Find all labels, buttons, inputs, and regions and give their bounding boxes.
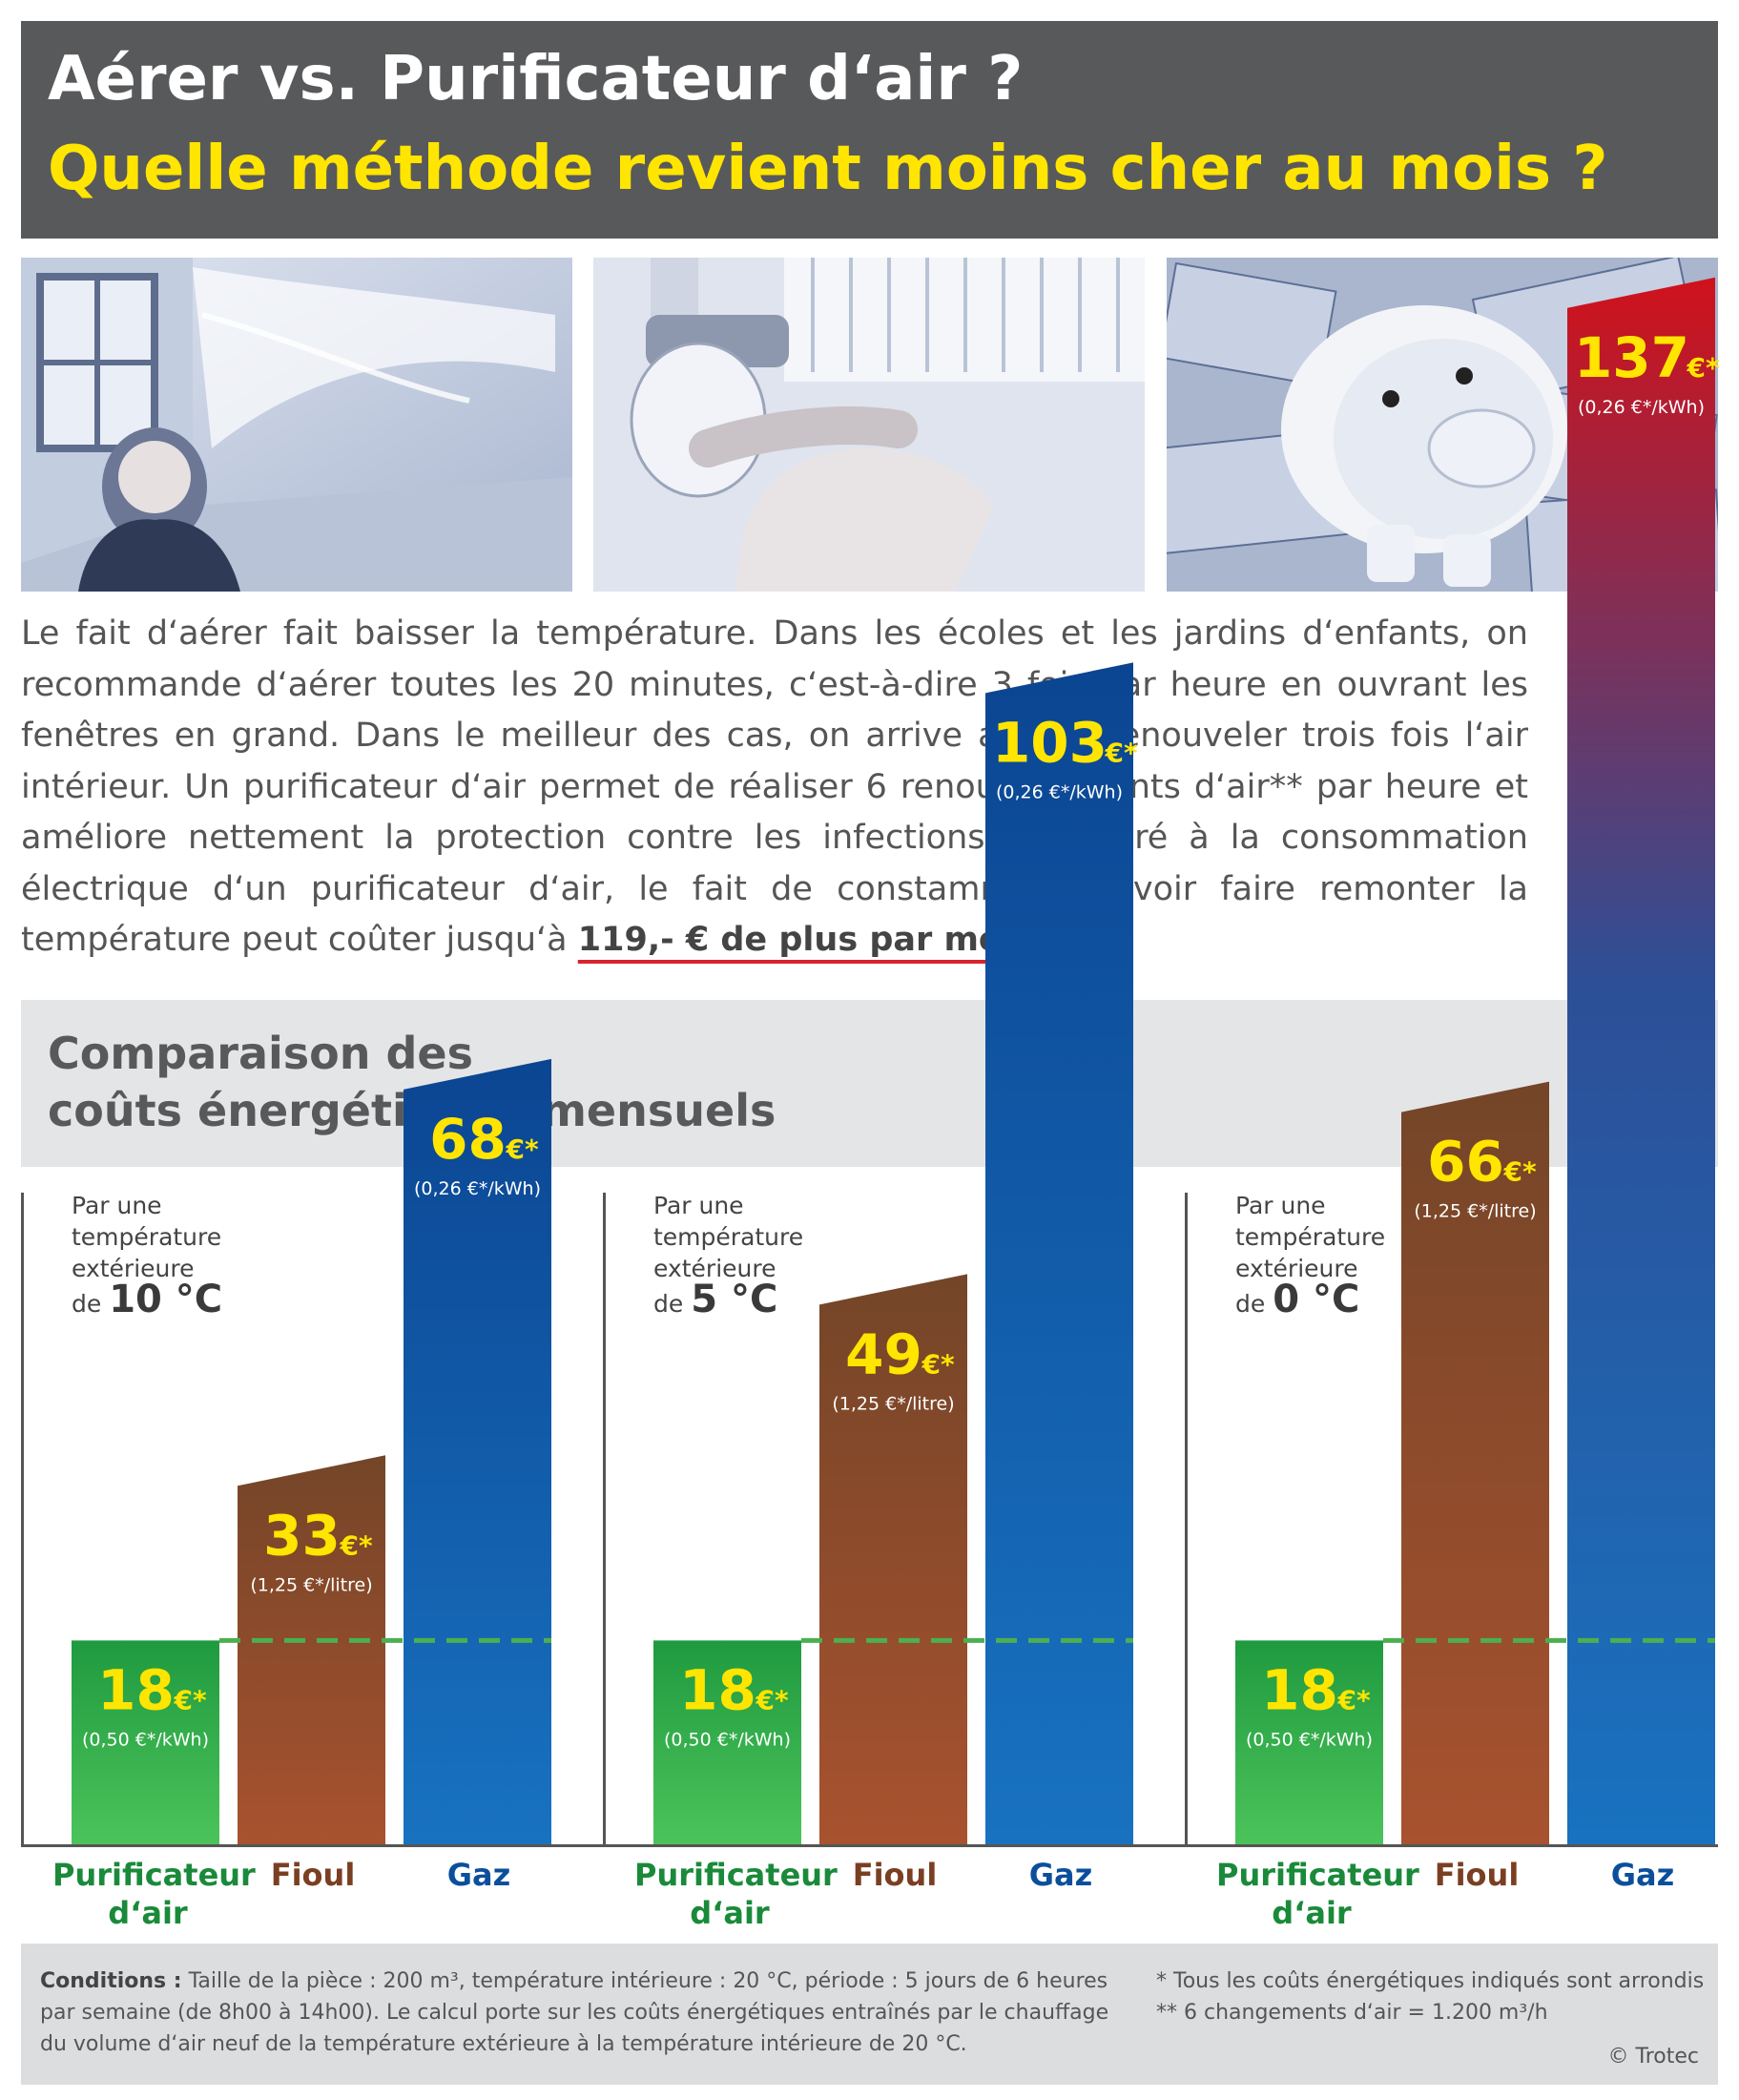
intro-text: Le fait d‘aérer fait baisser la températ… <box>21 614 1528 959</box>
fuel-oil-bar <box>819 1274 967 1844</box>
euro-symbol: €* <box>340 1529 373 1561</box>
group-divider <box>21 1193 24 1846</box>
group-caption-5c: Par une température extérieure de 5 °C <box>653 1190 803 1320</box>
chart-baseline <box>21 1844 1718 1847</box>
title-line-2: Quelle méthode revient moins cher au moi… <box>48 134 1608 204</box>
category-label: Purificateur d‘air <box>634 1857 838 1931</box>
conditions-text: Conditions : Taille de la pièce : 200 m³… <box>40 1965 1118 2060</box>
caption-line: Par une <box>72 1192 162 1219</box>
category-label: Fioul <box>1434 1857 1520 1893</box>
caption-prefix: de <box>653 1290 692 1318</box>
air-purifier-rate-label: (0,50 €*/kWh) <box>1246 1729 1373 1750</box>
title-banner: Aérer vs. Purificateur d‘air ? Quelle mé… <box>21 21 1718 239</box>
conditions-body: Taille de la pièce : 200 m³, température… <box>40 1969 1109 2056</box>
fuel-oil-bar <box>1401 1081 1549 1844</box>
caption-prefix: de <box>72 1290 110 1318</box>
air-purifier-rate-label: (0,50 €*/kWh) <box>664 1729 791 1750</box>
gas-rate-label: (0,26 €*/kWh) <box>1578 397 1705 418</box>
caption-line: température <box>653 1223 804 1251</box>
caption-prefix: de <box>1235 1290 1273 1318</box>
title-line-1: Aérer vs. Purificateur d‘air ? <box>48 44 1024 114</box>
euro-symbol: €* <box>1687 352 1720 384</box>
air-purifier-rate-label: (0,50 €*/kWh) <box>82 1729 209 1750</box>
fuel-oil-value-label: 49 <box>845 1321 922 1386</box>
category-label: Fioul <box>270 1857 356 1893</box>
gas-value-label: 103 <box>992 710 1108 775</box>
caption-temperature: 10 °C <box>109 1278 223 1321</box>
category-label: Purificateur d‘air <box>1216 1857 1419 1931</box>
group-divider <box>1185 1193 1188 1846</box>
euro-symbol: €* <box>1503 1156 1537 1188</box>
gas-rate-label: (0,26 €*/kWh) <box>996 781 1123 802</box>
caption-temperature: 5 °C <box>691 1278 778 1321</box>
category-label: Gaz <box>1028 1857 1093 1893</box>
conditions-label: Conditions : <box>40 1969 182 1993</box>
footnotes: * Tous les coûts énergétiques indiqués s… <box>1156 1965 1709 2028</box>
footer-box <box>21 1944 1718 2085</box>
air-purifier-value-label: 18 <box>97 1657 175 1722</box>
air-purifier-value-label: 18 <box>679 1657 756 1722</box>
air-purifier-value-label: 18 <box>1261 1657 1338 1722</box>
caption-line: Par une <box>653 1192 744 1219</box>
radiator-thermostat-photo <box>593 258 1145 592</box>
euro-symbol: €* <box>1105 737 1138 768</box>
fuel-oil-bar <box>238 1455 385 1844</box>
gas-bar <box>1567 277 1715 1844</box>
category-label: Gaz <box>446 1857 511 1893</box>
caption-line: extérieure <box>653 1255 776 1282</box>
fuel-oil-rate-label: (1,25 €*/litre) <box>250 1574 372 1595</box>
caption-line: extérieure <box>1235 1255 1358 1282</box>
euro-symbol: €* <box>1337 1684 1371 1715</box>
section-title-line-1: Comparaison des <box>48 1028 474 1079</box>
fuel-oil-value-label: 33 <box>263 1503 341 1568</box>
gas-rate-label: (0,26 €*/kWh) <box>414 1178 541 1199</box>
air-purifier-bar <box>1235 1640 1383 1844</box>
gas-bar <box>404 1058 551 1844</box>
fuel-oil-rate-label: (1,25 €*/litre) <box>1414 1201 1536 1222</box>
air-purifier-bar <box>653 1640 801 1844</box>
cold-child-open-window-photo <box>21 258 572 592</box>
caption-line: température <box>1235 1223 1386 1251</box>
group-caption-0c: Par une température extérieure de 0 °C <box>1235 1190 1385 1320</box>
group-divider <box>603 1193 606 1846</box>
gas-value-label: 137 <box>1574 325 1689 390</box>
euro-symbol: €* <box>506 1133 539 1165</box>
gas-bar <box>985 662 1133 1844</box>
category-label: Fioul <box>852 1857 938 1893</box>
euro-symbol: €* <box>174 1684 207 1715</box>
caption-line: température <box>72 1223 222 1251</box>
caption-line: Par une <box>1235 1192 1326 1219</box>
caption-line: extérieure <box>72 1255 195 1282</box>
gas-value-label: 68 <box>429 1107 507 1172</box>
footnote-rounded: * Tous les coûts énergétiques indiqués s… <box>1156 1969 1705 1993</box>
footnote-air-changes: ** 6 changements d‘air = 1.200 m³/h <box>1156 2001 1548 2025</box>
copyright: © Trotec <box>1607 2045 1699 2069</box>
intro-paragraph: Le fait d‘aérer fait baisser la températ… <box>21 609 1528 967</box>
fuel-oil-value-label: 66 <box>1427 1130 1504 1195</box>
intro-highlight: 119,- € de plus par mois ! <box>577 921 1060 959</box>
euro-symbol: €* <box>921 1348 955 1380</box>
category-label: Gaz <box>1610 1857 1675 1893</box>
fuel-oil-rate-label: (1,25 €*/litre) <box>832 1393 954 1414</box>
category-label: Purificateur d‘air <box>52 1857 256 1931</box>
air-purifier-bar <box>72 1640 219 1844</box>
euro-symbol: €* <box>756 1684 789 1715</box>
group-caption-10c: Par une température extérieure de 10 °C <box>72 1190 222 1320</box>
caption-temperature: 0 °C <box>1273 1278 1360 1321</box>
